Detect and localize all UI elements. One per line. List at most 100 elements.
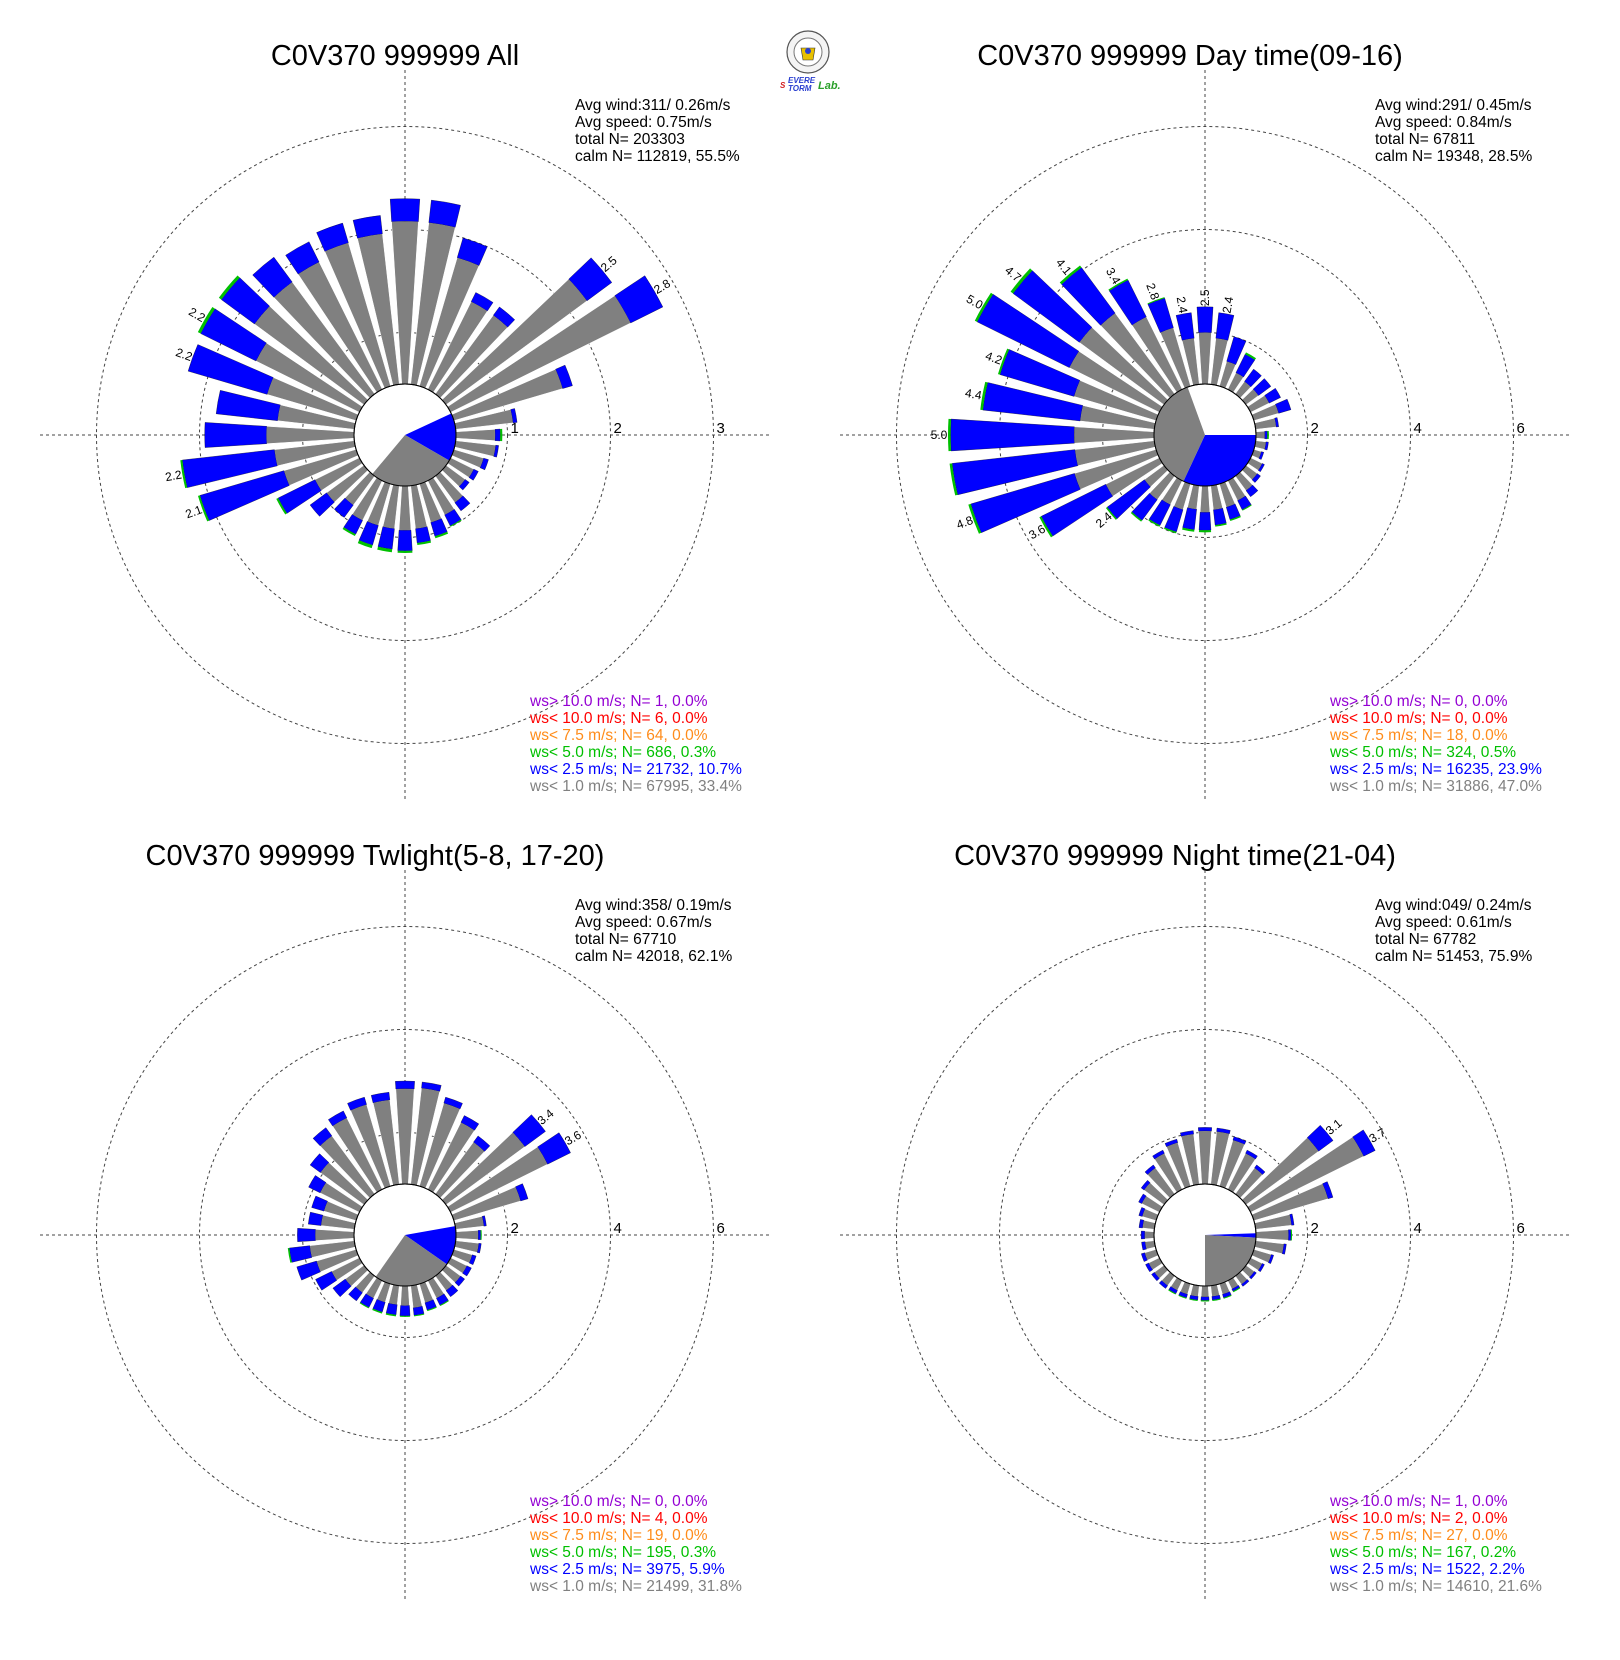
bar-segment-lt1 [1199, 485, 1211, 513]
direction-bar [389, 198, 421, 385]
bar-segment-lt5 [1178, 1294, 1187, 1299]
stat-line: total N= 67782 [1375, 931, 1476, 948]
bar-segment-lt5 [1039, 516, 1053, 538]
bar-segment-lt2-5 [454, 495, 471, 512]
bar-segment-lt2-5 [1257, 463, 1265, 472]
bar-segment-lt5 [1267, 430, 1269, 440]
bar-segment-lt2-5 [445, 1284, 459, 1297]
bar-segment-lt5 [377, 546, 393, 553]
bar-segment-lt5 [450, 519, 462, 527]
bar-segment-lt2-5 [510, 408, 518, 424]
direction-bar [399, 1285, 411, 1317]
bar-segment-lt2-5 [430, 518, 448, 537]
legend-entry: ws< 7.5 m/s; N= 19, 0.0% [529, 1527, 708, 1544]
legend-entry: ws< 1.0 m/s; N= 31886, 47.0% [1329, 778, 1542, 795]
bar-segment-lt2-5 [950, 418, 1075, 452]
bar-segment-lt1 [455, 1230, 479, 1240]
direction-bar [427, 292, 494, 393]
direction-bar [352, 215, 400, 386]
bar-segment-lt1 [398, 485, 412, 531]
bar-segment-lt2-5 [1175, 312, 1195, 341]
bar-segment-lt2-5 [385, 1302, 398, 1316]
ring-label: 6 [1517, 1220, 1525, 1237]
bar-segment-lt1 [388, 1284, 400, 1305]
legend-entry: ws< 1.0 m/s; N= 67995, 33.4% [529, 778, 742, 795]
bar-segment-lt2-5 [204, 422, 267, 448]
direction-bar [1200, 1285, 1210, 1302]
bar-segment-lt2-5 [1264, 388, 1281, 404]
direction-bar [410, 1284, 425, 1317]
bar-segment-lt5 [1059, 265, 1082, 285]
bar-segment-lt5 [997, 348, 1010, 375]
bar-segment-lt5 [500, 428, 503, 442]
direction-bar [1247, 388, 1281, 413]
bar-segment-lt2-5 [332, 1278, 352, 1298]
direction-bar [332, 1264, 369, 1298]
legend-entry: ws< 5.0 m/s; N= 686, 0.3% [529, 744, 716, 761]
bar-segment-lt2-5 [1151, 1272, 1160, 1282]
bar-segment-lt2-5 [1145, 1262, 1153, 1272]
bar-segment-lt1 [400, 1285, 410, 1306]
calm-pie-gray [1205, 1235, 1256, 1286]
bar-segment-lt2-5 [470, 292, 494, 312]
bar-segment-lt5 [397, 550, 413, 553]
bar-segment-lt2-5 [468, 468, 479, 481]
bar-value-label: 2.4 [1220, 295, 1237, 314]
direction-bar [180, 440, 356, 489]
bar-segment-lt2-5 [399, 1305, 411, 1317]
bar-segment-lt1 [1254, 417, 1277, 430]
bar-segment-lt2-5 [1182, 507, 1197, 530]
direction-bar [1189, 1284, 1200, 1302]
bar-segment-lt5 [1232, 1287, 1241, 1293]
bar-value-label: 4.2 [984, 349, 1005, 368]
direction-bar [419, 481, 449, 539]
bar-segment-lt2-5 [389, 198, 421, 222]
direction-bar [949, 440, 1156, 496]
bar-segment-lt2-5 [315, 1271, 337, 1291]
legend-entry: ws< 7.5 m/s; N= 18, 0.0% [1329, 727, 1508, 744]
bar-segment-lt2-5 [460, 1115, 480, 1131]
bar-segment-lt2-5 [515, 1183, 529, 1202]
bar-segment-lt5 [1168, 1289, 1176, 1295]
direction-bar [1219, 1136, 1247, 1189]
wind-rose-panel: C0V370 999999 Day time(09-16) 2 4 6 2.5 2.4 2.… [840, 40, 1570, 800]
calm-pie-gray [372, 435, 450, 487]
bar-segment-lt1 [1255, 1229, 1289, 1241]
bar-segment-lt2-5 [316, 222, 349, 252]
bar-segment-lt2-5 [1198, 511, 1212, 531]
bar-segment-lt2-5 [308, 1211, 324, 1226]
calm-circle-outline [1153, 1183, 1257, 1287]
bar-segment-lt5 [180, 459, 188, 489]
bar-segment-lt2-5 [1252, 378, 1272, 396]
direction-bar [1219, 1281, 1232, 1299]
bar-segment-lt2-5 [415, 526, 431, 544]
direction-bar [1254, 1213, 1295, 1230]
bar-value-label: 2.5 [1198, 289, 1212, 306]
bar-segment-lt5 [1229, 515, 1241, 521]
bar-segment-lt5 [357, 540, 373, 549]
ring-label: 2 [511, 1220, 519, 1237]
direction-bar [455, 428, 503, 442]
stat-line: calm N= 51453, 75.9% [1375, 948, 1532, 965]
bar-segment-lt5 [949, 463, 958, 496]
bar-segment-lt2-5 [999, 349, 1081, 397]
ring-label: 3 [717, 420, 725, 437]
stat-line: Avg wind:358/ 0.19m/s [575, 897, 732, 914]
bar-segment-lt5 [1105, 507, 1117, 520]
direction-bar [385, 1284, 400, 1317]
bar-segment-lt2-5 [296, 1260, 321, 1281]
bar-segment-lt2-5 [309, 492, 335, 517]
bar-segment-lt5 [417, 540, 432, 546]
legend-entry: ws< 2.5 m/s; N= 21732, 10.7% [529, 761, 742, 778]
ring-label: 4 [614, 1220, 622, 1237]
direction-bar [1198, 1127, 1212, 1185]
bar-segment-lt2-5 [1288, 1229, 1292, 1241]
bar-value-label: 2.4 [1174, 295, 1191, 314]
calm-pie-blue [405, 1226, 457, 1265]
bar-segment-lt5 [480, 1230, 482, 1240]
legend-entry: ws< 1.0 m/s; N= 21499, 31.8% [529, 1578, 742, 1595]
direction-bar [1198, 485, 1212, 533]
bar-segment-lt5 [197, 495, 210, 522]
bar-segment-lt2-5 [424, 1299, 437, 1311]
